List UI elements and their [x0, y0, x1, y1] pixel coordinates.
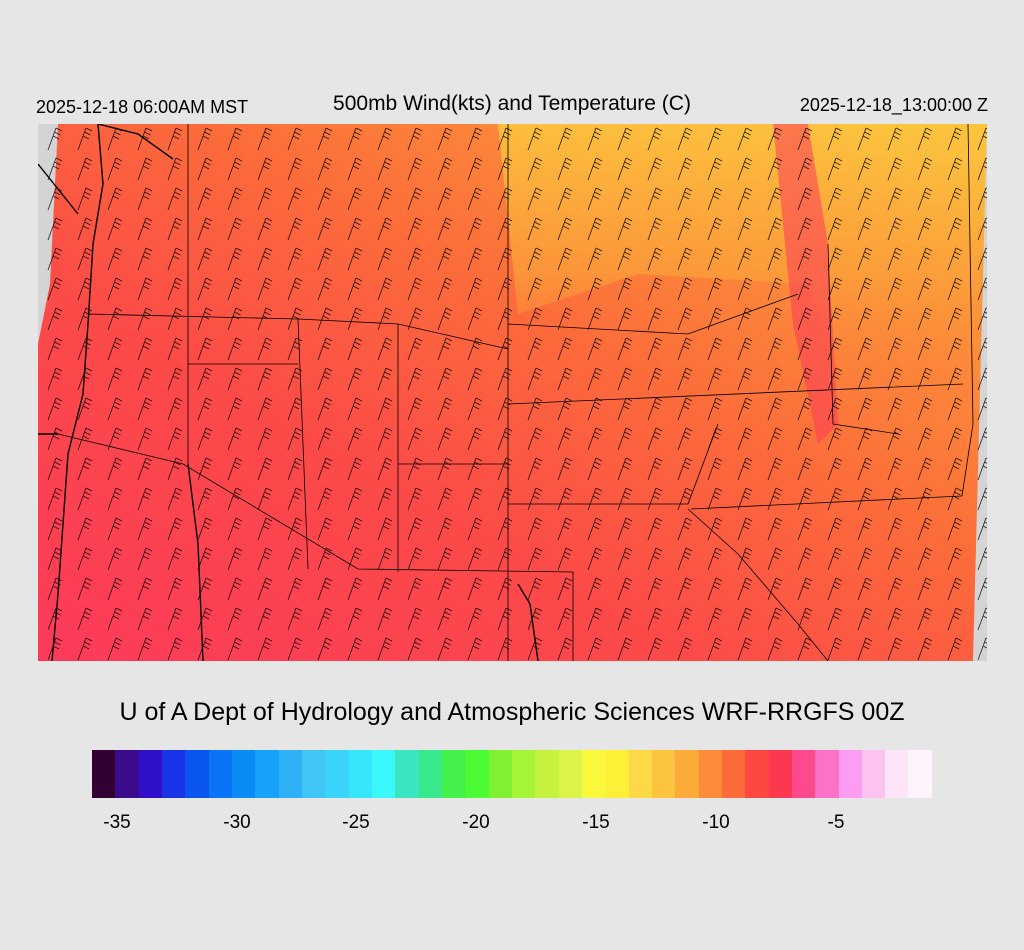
colorbar-tick-label: -25	[342, 812, 370, 833]
colorbar-swatch	[138, 750, 162, 798]
colorbar-swatch	[791, 750, 816, 798]
coastline	[38, 124, 539, 661]
colorbar-swatch	[511, 750, 536, 798]
colorbar-swatch	[675, 750, 699, 798]
colorbar-swatch	[488, 750, 512, 798]
model-credit: U of A Dept of Hydrology and Atmospheric…	[119, 698, 905, 726]
colorbar-tick-label: -15	[582, 812, 610, 833]
map-panel	[38, 124, 987, 661]
colorbar-swatch	[255, 750, 279, 798]
colorbar-swatch	[605, 750, 629, 798]
temperature-colorbar	[92, 750, 932, 798]
colorbar-swatch	[185, 750, 209, 798]
colorbar-tick-label: -30	[223, 812, 251, 833]
colorbar-swatch	[371, 750, 396, 798]
colorbar-swatch	[161, 750, 186, 798]
colorbar-swatch	[885, 750, 909, 798]
colorbar-swatch	[231, 750, 256, 798]
colorbar-swatch	[278, 750, 302, 798]
colorbar-swatch	[581, 750, 606, 798]
colorbar-swatch	[301, 750, 326, 798]
colorbar-swatch	[348, 750, 372, 798]
colorbar-swatch	[745, 750, 769, 798]
colorbar-tick-label: -20	[462, 812, 490, 833]
state-boundaries	[57, 124, 974, 661]
colorbar-swatch	[325, 750, 349, 798]
colorbar-tick-label: -10	[702, 812, 730, 833]
colorbar-swatch	[838, 750, 862, 798]
colorbar-swatch	[535, 750, 559, 798]
colorbar-tick-label: -5	[827, 812, 845, 833]
colorbar-swatch	[115, 750, 139, 798]
wind-barbs	[38, 124, 987, 661]
colorbar-swatch	[208, 750, 232, 798]
colorbar-swatch	[861, 750, 886, 798]
colorbar-swatch	[395, 750, 419, 798]
valid-time-utc: 2025-12-18_13:00:00 Z	[799, 95, 988, 115]
colorbar-swatch	[815, 750, 839, 798]
colorbar-swatch	[651, 750, 676, 798]
map-title: 500mb Wind(kts) and Temperature (C)	[333, 92, 691, 115]
colorbar-swatch	[628, 750, 652, 798]
colorbar-swatch	[908, 750, 932, 798]
colorbar-swatch	[558, 750, 582, 798]
colorbar-swatch	[441, 750, 466, 798]
colorbar-swatch	[698, 750, 722, 798]
colorbar-swatch	[418, 750, 442, 798]
colorbar-tick-label: -35	[103, 812, 131, 833]
colorbar-swatch	[721, 750, 746, 798]
colorbar-swatch	[768, 750, 792, 798]
valid-time-local: 2025-12-18 06:00AM MST	[36, 97, 249, 117]
colorbar-swatch	[465, 750, 489, 798]
colorbar-swatch	[92, 750, 116, 798]
